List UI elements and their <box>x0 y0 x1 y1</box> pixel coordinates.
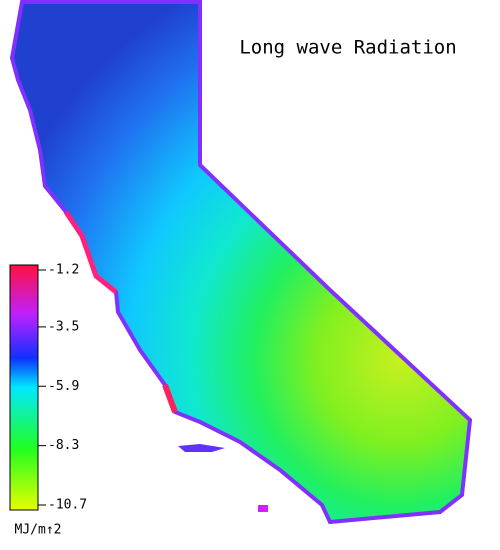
island <box>178 444 225 452</box>
colorbar-tick-label: -10.7 <box>48 498 87 513</box>
map-title: Long wave Radiation <box>239 37 456 59</box>
island <box>258 505 268 512</box>
colorbar <box>9 264 39 511</box>
colorbar-unit: MJ/m↑2 <box>15 523 62 538</box>
colorbar-tick-label: -8.3 <box>48 438 79 453</box>
california-field <box>9 0 473 525</box>
colorbar-tick-label: -3.5 <box>48 319 79 334</box>
coast-edge <box>162 383 178 414</box>
colorbar-tick-label: -1.2 <box>48 263 79 278</box>
colorbar-tick-label: -5.9 <box>48 379 79 394</box>
coast-edge <box>63 210 118 294</box>
